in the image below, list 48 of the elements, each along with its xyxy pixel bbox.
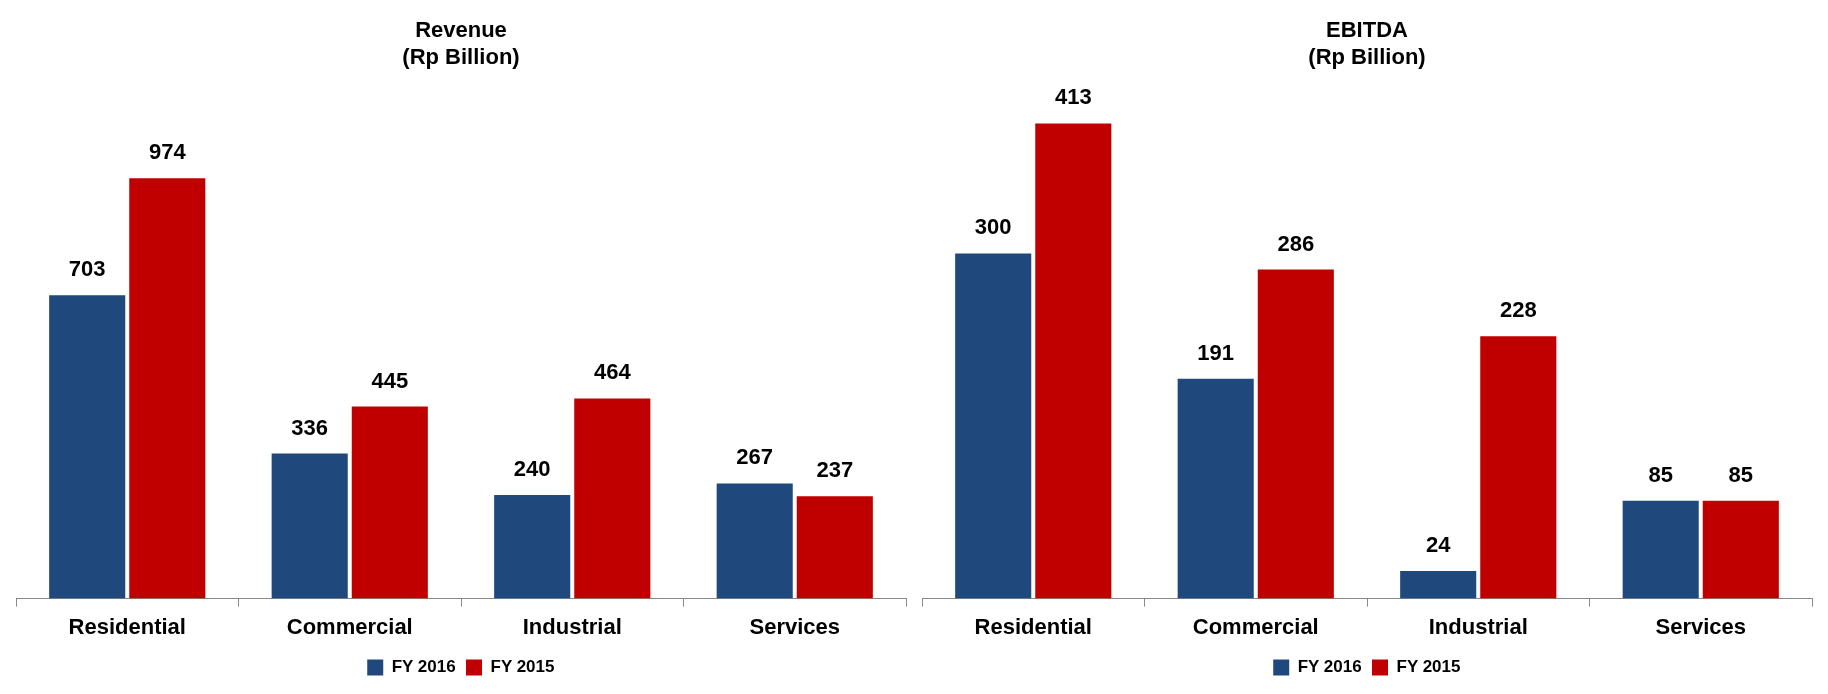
chart-title: Revenue	[415, 17, 507, 43]
bar	[1177, 378, 1254, 599]
legend-label: FY 2016	[1297, 657, 1362, 677]
data-label: 445	[371, 367, 409, 393]
data-label: 228	[1499, 297, 1537, 323]
data-label: 237	[816, 457, 854, 483]
bar	[1257, 269, 1334, 599]
bar	[1400, 570, 1477, 599]
bar	[716, 483, 793, 599]
bar	[796, 496, 873, 599]
bar	[955, 253, 1032, 599]
x-tick-label: Industrial	[1428, 613, 1528, 639]
legend-label: FY 2015	[490, 657, 555, 677]
bar	[1035, 123, 1112, 599]
chart-title: EBITDA	[1326, 17, 1409, 43]
x-tick-label: Commercial	[286, 613, 413, 639]
data-label: 703	[68, 256, 106, 282]
chart-subtitle: (Rp Billion)	[402, 43, 520, 69]
bar	[1622, 500, 1699, 599]
data-label: 336	[291, 414, 329, 440]
chart-subtitle: (Rp Billion)	[1308, 43, 1426, 69]
data-label: 413	[1054, 84, 1092, 110]
bar	[271, 453, 348, 599]
data-label: 267	[736, 444, 774, 470]
data-label: 974	[148, 139, 187, 165]
bar	[129, 178, 206, 599]
data-label: 240	[513, 456, 551, 482]
bar	[1480, 336, 1557, 599]
data-label: 464	[593, 359, 632, 385]
data-label: 286	[1277, 230, 1315, 256]
x-tick-label: Industrial	[522, 613, 622, 639]
data-label: 85	[1648, 461, 1673, 487]
x-tick-label: Services	[749, 613, 841, 639]
bar	[49, 295, 126, 599]
legend-label: FY 2015	[1396, 657, 1461, 677]
data-label: 85	[1728, 461, 1754, 487]
data-label: 24	[1425, 532, 1452, 558]
x-tick-label: Commercial	[1192, 613, 1319, 639]
data-label: 300	[974, 214, 1012, 240]
x-tick-label: Residential	[68, 613, 186, 639]
legend-label: FY 2016	[391, 657, 456, 677]
data-label: 191	[1197, 339, 1235, 365]
x-tick-label: Services	[1655, 613, 1747, 639]
bar	[1702, 500, 1779, 599]
bar	[351, 406, 428, 599]
bar	[574, 398, 651, 599]
x-tick-label: Residential	[974, 613, 1092, 639]
bar	[494, 495, 571, 599]
